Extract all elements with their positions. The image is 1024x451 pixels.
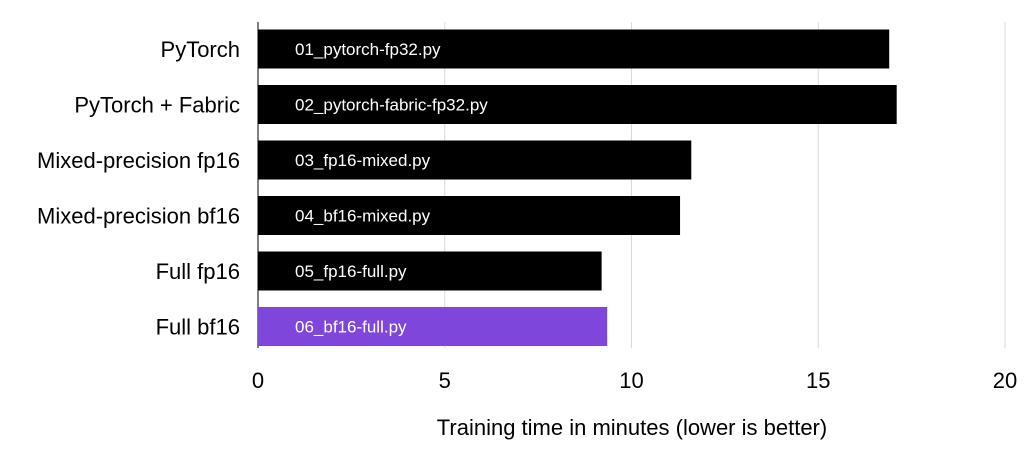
bar-label: 04_bf16-mixed.py bbox=[295, 207, 431, 226]
category-label: PyTorch bbox=[161, 37, 240, 62]
x-tick-label: 20 bbox=[993, 368, 1017, 393]
category-label: Mixed-precision bf16 bbox=[37, 204, 240, 229]
bar bbox=[258, 251, 602, 291]
bar bbox=[258, 85, 897, 124]
bar-label: 02_pytorch-fabric-fp32.py bbox=[295, 96, 488, 115]
bar-label: 05_fp16-full.py bbox=[295, 262, 407, 281]
bar-label: 06_bf16-full.py bbox=[295, 318, 407, 337]
bars: 01_pytorch-fp32.py 02_pytorch-fabric-fp32… bbox=[258, 29, 897, 346]
category-label: Full bf16 bbox=[156, 315, 240, 340]
category-label: Mixed-precision fp16 bbox=[37, 148, 240, 173]
bar-label: 03_fp16-mixed.py bbox=[295, 151, 431, 170]
x-tick-labels: 0 5 10 15 20 bbox=[252, 368, 1017, 393]
bar bbox=[258, 140, 692, 180]
x-tick-label: 5 bbox=[439, 368, 451, 393]
category-labels: PyTorch PyTorch + Fabric Mixed-precision f… bbox=[37, 37, 240, 340]
x-axis-title: Training time in minutes (lower is bette… bbox=[437, 415, 827, 440]
x-tick-label: 10 bbox=[619, 368, 643, 393]
category-label: PyTorch + Fabric bbox=[74, 93, 240, 118]
gridlines bbox=[444, 22, 1006, 348]
bar bbox=[258, 196, 681, 235]
bar bbox=[258, 307, 608, 346]
bar-label: 01_pytorch-fp32.py bbox=[295, 40, 441, 59]
bar bbox=[258, 29, 890, 69]
category-label: Full fp16 bbox=[156, 259, 240, 284]
x-tick-label: 15 bbox=[806, 368, 830, 393]
x-tick-label: 0 bbox=[252, 368, 264, 393]
